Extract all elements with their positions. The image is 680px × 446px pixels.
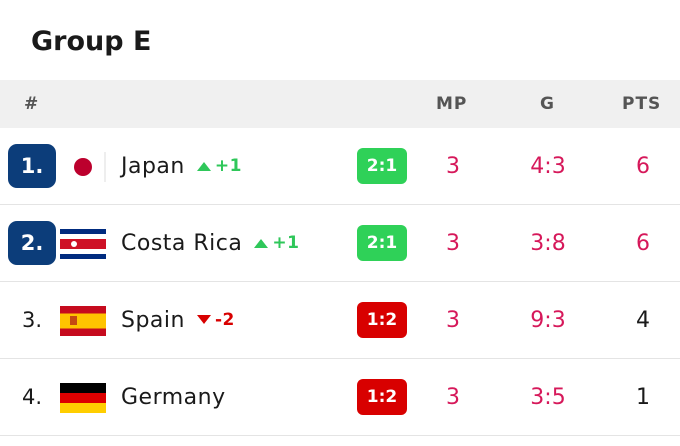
change-value: -2 bbox=[214, 310, 235, 330]
team-row[interactable]: 2. Costa Rica +1 2:1 3 3:8 6 bbox=[0, 205, 680, 282]
rank: 4. bbox=[21, 385, 43, 409]
stat-mp: 3 bbox=[446, 230, 460, 256]
stat-pts: 4 bbox=[636, 307, 650, 333]
table-header: # MP G PTS bbox=[0, 80, 680, 128]
team-name: Costa Rica bbox=[121, 230, 243, 256]
stat-g: 4:3 bbox=[530, 153, 566, 179]
position-change: +1 bbox=[196, 156, 242, 176]
last-result: 1:2 bbox=[357, 379, 407, 415]
col-g: G bbox=[540, 94, 555, 114]
trend-arrow bbox=[254, 239, 269, 248]
stat-mp: 3 bbox=[446, 307, 460, 333]
flag bbox=[60, 229, 106, 259]
team-cell: Costa Rica +1 bbox=[121, 205, 299, 281]
rank: 2. bbox=[8, 221, 56, 265]
rank: 3. bbox=[21, 308, 43, 332]
position-change: -2 bbox=[196, 310, 235, 330]
col-rank: # bbox=[24, 94, 40, 114]
change-value: +1 bbox=[214, 156, 242, 176]
last-result: 2:1 bbox=[357, 225, 407, 261]
col-pts: PTS bbox=[622, 94, 662, 114]
trend-arrow bbox=[196, 162, 211, 171]
stat-g: 3:5 bbox=[530, 384, 566, 410]
col-mp: MP bbox=[436, 94, 468, 114]
flag bbox=[60, 383, 106, 413]
team-cell: Germany bbox=[121, 359, 226, 435]
team-row[interactable]: 4. Germany 1:2 3 3:5 1 bbox=[0, 359, 680, 436]
last-result: 2:1 bbox=[357, 148, 407, 184]
rank: 1. bbox=[8, 144, 56, 188]
trend-arrow bbox=[196, 315, 211, 324]
change-value: +1 bbox=[272, 233, 300, 253]
team-cell: Japan +1 bbox=[121, 128, 242, 204]
team-cell: Spain -2 bbox=[121, 282, 235, 358]
team-name: Germany bbox=[121, 384, 226, 410]
stat-mp: 3 bbox=[446, 153, 460, 179]
flag bbox=[60, 306, 106, 336]
team-row[interactable]: 1. Japan +1 2:1 3 4:3 6 bbox=[0, 128, 680, 205]
stat-mp: 3 bbox=[446, 384, 460, 410]
stat-g: 9:3 bbox=[530, 307, 566, 333]
stat-pts: 6 bbox=[636, 230, 650, 256]
team-row[interactable]: 3. Spain -2 1:2 3 9:3 4 bbox=[0, 282, 680, 359]
stat-pts: 6 bbox=[636, 153, 650, 179]
last-result: 1:2 bbox=[357, 302, 407, 338]
group-title: Group E bbox=[31, 26, 152, 57]
team-name: Japan bbox=[121, 153, 185, 179]
team-name: Spain bbox=[121, 307, 185, 333]
position-change: +1 bbox=[254, 233, 299, 253]
stat-g: 3:8 bbox=[530, 230, 566, 256]
stat-pts: 1 bbox=[636, 384, 650, 410]
flag bbox=[60, 152, 106, 182]
